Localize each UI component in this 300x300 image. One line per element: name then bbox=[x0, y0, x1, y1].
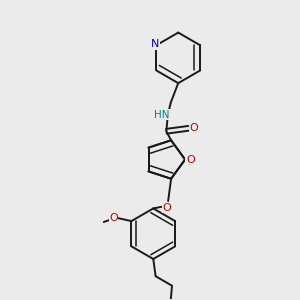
Text: O: O bbox=[162, 202, 171, 213]
Text: N: N bbox=[151, 39, 159, 49]
Text: O: O bbox=[190, 123, 198, 133]
Text: O: O bbox=[109, 212, 118, 223]
Text: O: O bbox=[186, 154, 195, 164]
Text: HN: HN bbox=[154, 110, 169, 120]
